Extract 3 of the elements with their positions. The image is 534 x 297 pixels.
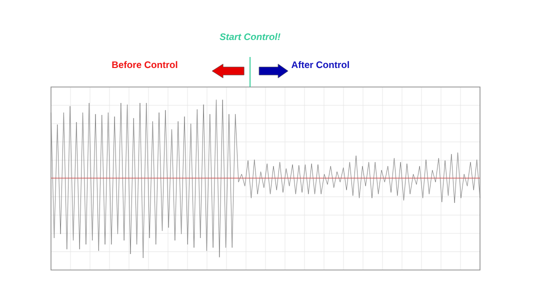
text: After Control [291, 61, 349, 68]
text: Before Control [112, 61, 178, 68]
text: Start Control! [220, 33, 280, 40]
